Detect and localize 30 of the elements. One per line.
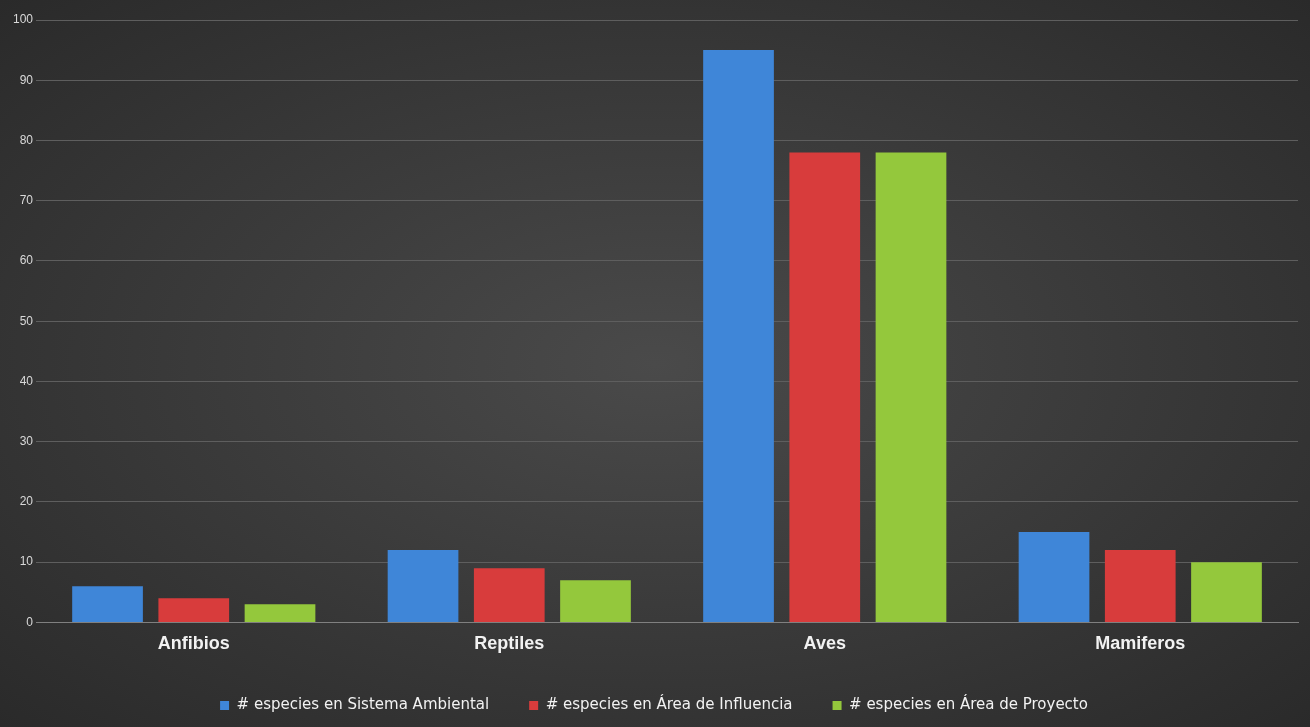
legend-label: # especies en Área de Influencia — [545, 694, 793, 714]
y-tick-label: 40 — [19, 373, 34, 388]
bar — [703, 50, 774, 622]
y-tick-label: 70 — [19, 193, 34, 208]
bar — [72, 586, 143, 622]
bar — [560, 580, 631, 622]
legend-label: # especies en Sistema Ambiental — [236, 695, 490, 714]
bar — [473, 568, 545, 622]
bar — [1018, 532, 1090, 622]
y-tick-label: 80 — [19, 132, 34, 147]
bar — [244, 604, 316, 622]
bar — [387, 550, 459, 622]
bar — [875, 152, 947, 622]
y-tick-label: 20 — [19, 494, 34, 509]
x-tick-label: Reptiles — [474, 633, 545, 654]
x-tick-label: Anfibios — [157, 633, 230, 654]
bar — [158, 598, 230, 622]
bar — [1191, 562, 1262, 622]
y-tick-label: 100 — [12, 12, 34, 27]
y-tick-label: 60 — [19, 253, 34, 268]
y-tick-label: 50 — [19, 313, 34, 328]
y-tick-label: 90 — [19, 72, 34, 87]
y-tick-label: 10 — [19, 554, 34, 569]
x-tick-label: Aves — [803, 633, 846, 654]
y-tick-label: 30 — [19, 433, 34, 448]
bar — [1104, 550, 1176, 622]
legend-label: # especies en Área de Proyecto — [849, 694, 1088, 714]
bar — [789, 152, 861, 622]
x-tick-label: Mamiferos — [1095, 633, 1186, 654]
y-tick-label: 0 — [26, 614, 34, 629]
